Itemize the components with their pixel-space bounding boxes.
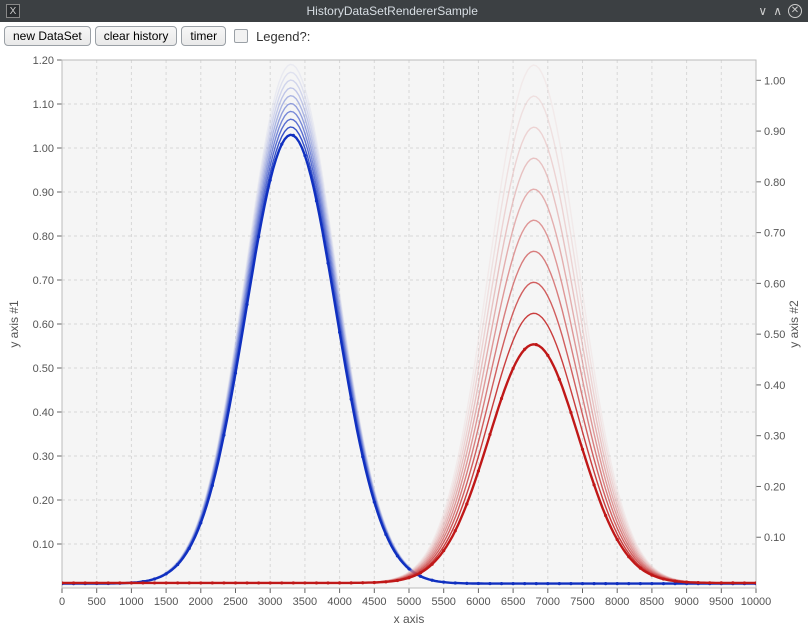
svg-text:0.40: 0.40 xyxy=(764,380,785,392)
svg-text:0.80: 0.80 xyxy=(764,177,785,189)
svg-text:y axis #1: y axis #1 xyxy=(7,300,21,348)
svg-text:1.20: 1.20 xyxy=(33,55,54,67)
svg-text:3500: 3500 xyxy=(293,596,317,608)
svg-text:0.60: 0.60 xyxy=(33,319,54,331)
svg-text:0.30: 0.30 xyxy=(33,451,54,463)
svg-text:0.20: 0.20 xyxy=(764,481,785,493)
app-window: X HistoryDataSetRendererSample ∨ ∧ ✕ new… xyxy=(0,0,808,629)
svg-text:0: 0 xyxy=(59,596,65,608)
svg-text:6500: 6500 xyxy=(501,596,525,608)
svg-text:1.00: 1.00 xyxy=(764,75,785,87)
svg-text:0.30: 0.30 xyxy=(764,431,785,443)
svg-text:9000: 9000 xyxy=(674,596,698,608)
svg-text:7000: 7000 xyxy=(536,596,560,608)
legend-label: Legend?: xyxy=(256,29,310,44)
minimize-icon[interactable]: ∨ xyxy=(758,5,767,17)
svg-text:8500: 8500 xyxy=(640,596,664,608)
svg-text:0.50: 0.50 xyxy=(764,329,785,341)
new-dataset-button[interactable]: new DataSet xyxy=(4,26,91,46)
toolbar: new DataSet clear history timer Legend?: xyxy=(0,22,808,50)
svg-text:0.10: 0.10 xyxy=(33,539,54,551)
svg-text:0.70: 0.70 xyxy=(33,275,54,287)
window-controls: ∨ ∧ ✕ xyxy=(758,4,802,18)
svg-text:4500: 4500 xyxy=(362,596,386,608)
timer-button[interactable]: timer xyxy=(181,26,226,46)
svg-text:10000: 10000 xyxy=(741,596,772,608)
svg-text:0.70: 0.70 xyxy=(764,228,785,240)
svg-text:0.80: 0.80 xyxy=(33,231,54,243)
svg-text:1500: 1500 xyxy=(154,596,178,608)
svg-text:0.40: 0.40 xyxy=(33,407,54,419)
svg-text:1.00: 1.00 xyxy=(33,143,54,155)
svg-text:0.90: 0.90 xyxy=(764,126,785,138)
svg-text:0.50: 0.50 xyxy=(33,363,54,375)
titlebar[interactable]: X HistoryDataSetRendererSample ∨ ∧ ✕ xyxy=(0,0,808,22)
svg-text:y axis #2: y axis #2 xyxy=(787,300,801,348)
svg-text:5500: 5500 xyxy=(431,596,455,608)
legend-checkbox[interactable] xyxy=(234,29,248,43)
window-title: HistoryDataSetRendererSample xyxy=(26,4,758,18)
svg-text:0.20: 0.20 xyxy=(33,495,54,507)
svg-text:4000: 4000 xyxy=(327,596,351,608)
svg-text:2000: 2000 xyxy=(189,596,213,608)
svg-text:8000: 8000 xyxy=(605,596,629,608)
svg-text:2500: 2500 xyxy=(223,596,247,608)
svg-text:0.60: 0.60 xyxy=(764,278,785,290)
chart-area: 0 500 1000 1500 2000 2500 3000 3500 4000 4500 5000… xyxy=(0,50,808,629)
svg-text:x axis: x axis xyxy=(394,612,425,626)
svg-text:3000: 3000 xyxy=(258,596,282,608)
svg-text:1000: 1000 xyxy=(119,596,143,608)
clear-history-button[interactable]: clear history xyxy=(95,26,178,46)
svg-text:500: 500 xyxy=(88,596,106,608)
maximize-icon[interactable]: ∧ xyxy=(773,5,782,17)
svg-text:0.10: 0.10 xyxy=(764,532,785,544)
svg-text:1.10: 1.10 xyxy=(33,99,54,111)
chart: 0 500 1000 1500 2000 2500 3000 3500 4000 4500 5000… xyxy=(0,50,808,629)
svg-text:5000: 5000 xyxy=(397,596,421,608)
close-icon[interactable]: ✕ xyxy=(788,4,802,18)
svg-text:0.90: 0.90 xyxy=(33,187,54,199)
app-menu-icon[interactable]: X xyxy=(6,4,20,18)
svg-text:6000: 6000 xyxy=(466,596,490,608)
svg-text:7500: 7500 xyxy=(570,596,594,608)
svg-text:9500: 9500 xyxy=(709,596,733,608)
